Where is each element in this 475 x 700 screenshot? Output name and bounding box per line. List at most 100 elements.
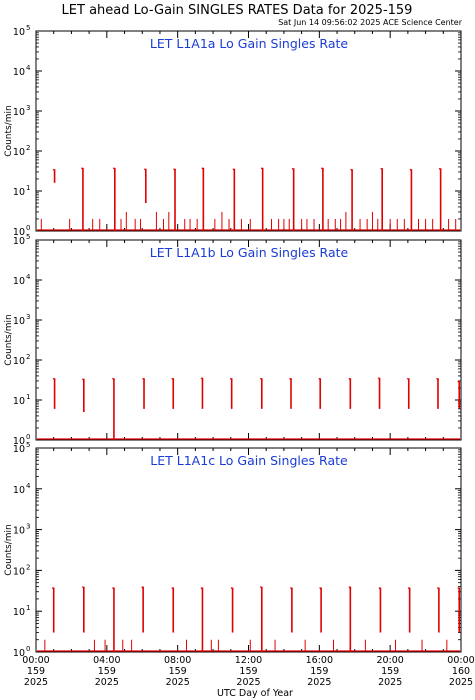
x-tick-day: 159 bbox=[239, 666, 257, 677]
y-tick-exponent: 1 bbox=[26, 184, 30, 192]
y-tick-exponent: 3 bbox=[26, 313, 30, 321]
burst-cap bbox=[289, 377, 292, 381]
burst-cap bbox=[259, 377, 263, 381]
x-tick-time: 12:00 bbox=[235, 655, 262, 666]
panel-title: LET L1A1a Lo Gain Singles Rate bbox=[150, 36, 348, 51]
timestamp: Sat Jun 14 09:56:02 2025 ACE Science Cen… bbox=[278, 18, 463, 27]
burst-cap bbox=[230, 587, 234, 590]
plot-frame bbox=[35, 239, 462, 441]
y-tick-exponent: 1 bbox=[26, 393, 30, 401]
y-tick-label: 10 bbox=[13, 485, 25, 496]
burst-cap bbox=[52, 168, 56, 172]
x-tick-time: 20:00 bbox=[376, 655, 403, 666]
panel-title: LET L1A1c Lo Gain Singles Rate bbox=[150, 453, 348, 468]
burst-cap bbox=[81, 167, 84, 171]
y-tick-exponent: 3 bbox=[26, 104, 30, 112]
burst-cap bbox=[436, 587, 440, 590]
burst-cap bbox=[259, 586, 263, 590]
y-tick-exponent: 4 bbox=[26, 482, 31, 490]
burst-cap bbox=[380, 167, 384, 171]
burst-cap bbox=[52, 377, 56, 381]
x-tick-year: 2025 bbox=[307, 677, 331, 688]
x-axis-labels: 00:00159202504:00159202508:00159202512:0… bbox=[22, 655, 474, 688]
plot-frame bbox=[35, 30, 462, 232]
x-tick-day: 160 bbox=[452, 666, 470, 677]
burst-cap bbox=[407, 587, 411, 590]
y-tick-exponent: 2 bbox=[26, 353, 30, 361]
y-tick-label: 10 bbox=[13, 526, 25, 537]
y-tick-label: 10 bbox=[13, 316, 25, 327]
burst-cap bbox=[232, 168, 236, 172]
x-tick-year: 2025 bbox=[166, 677, 190, 688]
burst-cap bbox=[457, 380, 461, 384]
burst-cap bbox=[409, 168, 413, 172]
burst-cap bbox=[318, 377, 322, 381]
burst-cap bbox=[111, 377, 115, 381]
y-tick-exponent: 4 bbox=[26, 273, 31, 281]
figure-title: LET ahead Lo-Gain SINGLES RATES Data for… bbox=[62, 3, 413, 18]
plot-frame bbox=[35, 447, 462, 653]
x-tick-day: 159 bbox=[27, 666, 45, 677]
burst-cap bbox=[406, 377, 410, 381]
burst-cap bbox=[141, 586, 145, 590]
x-tick-time: 08:00 bbox=[164, 655, 191, 666]
burst-cap bbox=[173, 168, 176, 172]
y-tick-label: 10 bbox=[13, 67, 25, 78]
burst-cap bbox=[319, 587, 323, 590]
y-tick-label: 10 bbox=[13, 187, 25, 198]
burst-cap bbox=[291, 167, 295, 171]
burst-cap bbox=[200, 587, 204, 590]
y-tick-exponent: 0 bbox=[26, 224, 30, 232]
x-tick-time: 16:00 bbox=[306, 655, 333, 666]
y-tick-label: 10 bbox=[13, 648, 25, 659]
burst-cap bbox=[320, 167, 324, 171]
burst-cap bbox=[200, 377, 204, 381]
burst-cap bbox=[289, 587, 293, 590]
x-tick-year: 2025 bbox=[95, 677, 119, 688]
y-tick-label: 10 bbox=[13, 107, 25, 118]
x-tick-day: 159 bbox=[169, 666, 187, 677]
y-axis-label: Counts/min bbox=[4, 524, 14, 575]
x-tick-year: 2025 bbox=[378, 677, 402, 688]
x-tick-year: 2025 bbox=[449, 677, 473, 688]
y-tick-exponent: 2 bbox=[26, 563, 30, 571]
y-axis-label: Counts/min bbox=[4, 314, 14, 365]
burst-cap bbox=[438, 167, 442, 171]
burst-cap bbox=[348, 377, 352, 381]
burst-cap bbox=[260, 167, 264, 171]
y-axis-label: Counts/min bbox=[4, 105, 14, 156]
y-tick-exponent: 5 bbox=[26, 24, 30, 32]
burst-cap bbox=[111, 587, 115, 590]
y-tick-label: 10 bbox=[13, 607, 25, 618]
x-axis-label: UTC Day of Year bbox=[217, 688, 293, 699]
burst-cap bbox=[81, 586, 85, 590]
x-tick-day: 159 bbox=[310, 666, 328, 677]
x-tick-day: 159 bbox=[98, 666, 116, 677]
y-tick-label: 10 bbox=[13, 147, 25, 158]
y-tick-exponent: 5 bbox=[26, 441, 30, 449]
x-tick-time: 04:00 bbox=[93, 655, 120, 666]
y-tick-exponent: 0 bbox=[26, 433, 30, 441]
x-tick-year: 2025 bbox=[236, 677, 260, 688]
y-tick-exponent: 3 bbox=[26, 523, 30, 531]
x-tick-year: 2025 bbox=[24, 677, 48, 688]
y-tick-label: 10 bbox=[13, 396, 25, 407]
burst-cap bbox=[436, 377, 439, 381]
burst-cap bbox=[229, 377, 233, 381]
x-tick-time: 00:00 bbox=[22, 655, 49, 666]
burst-cap bbox=[171, 377, 175, 381]
burst-cap bbox=[457, 587, 461, 590]
burst-cap bbox=[171, 587, 175, 590]
burst-cap bbox=[142, 377, 145, 381]
y-tick-label: 10 bbox=[13, 356, 25, 367]
burst-cap bbox=[112, 167, 116, 171]
y-tick-label: 10 bbox=[13, 227, 25, 238]
burst-cap bbox=[378, 587, 382, 590]
y-tick-label: 10 bbox=[13, 27, 25, 38]
y-tick-label: 10 bbox=[13, 566, 25, 577]
